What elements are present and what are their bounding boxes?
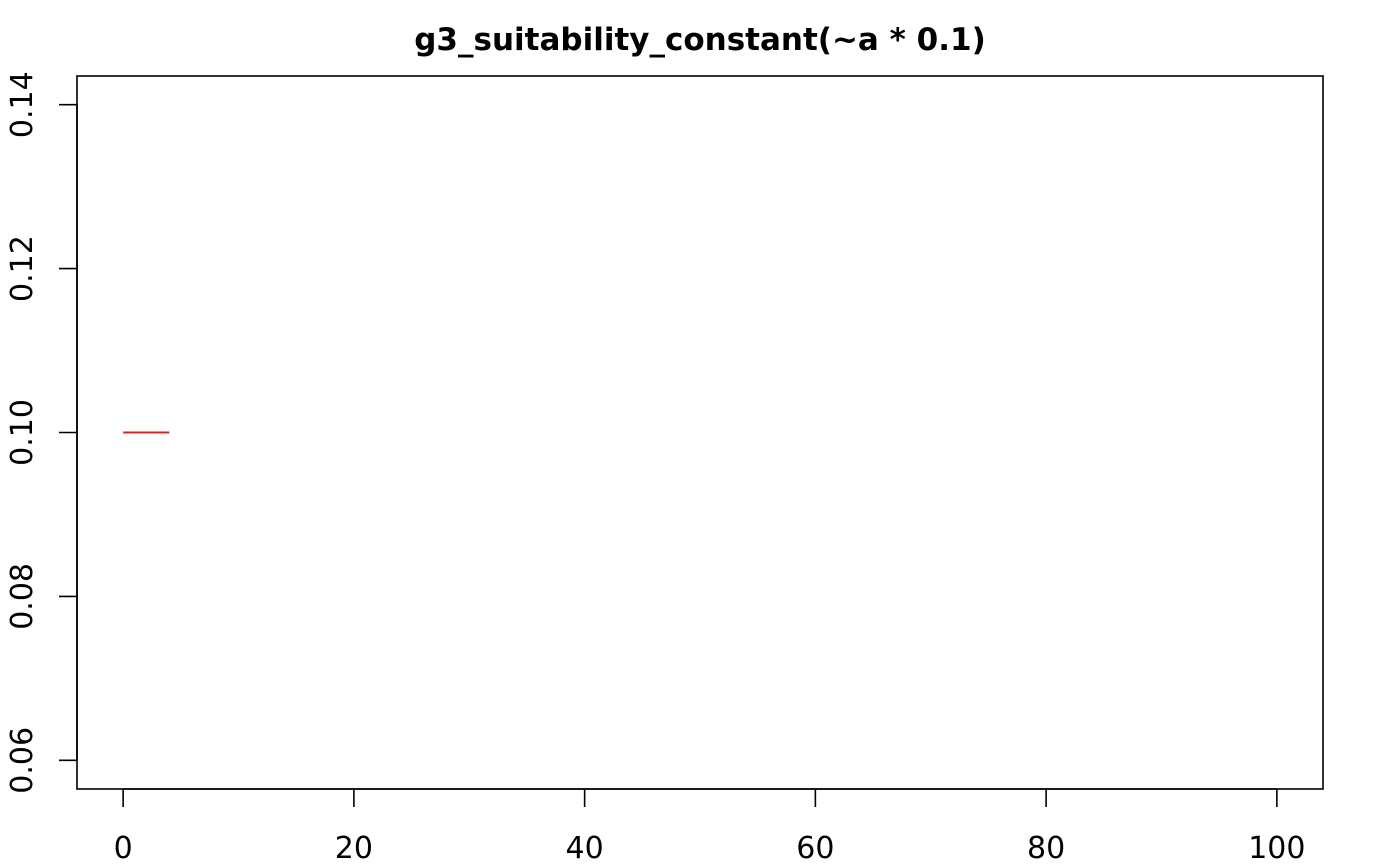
- chart-title: g3_suitability_constant(~a * 0.1): [414, 22, 986, 58]
- plot-box: [76, 75, 1324, 790]
- y-axis: 0.06 0.08 0.10 0.12 0.14: [5, 71, 78, 794]
- x-tick-label: 60: [796, 831, 834, 866]
- y-tick-label: 0.06: [5, 727, 40, 794]
- x-tick-label: 40: [566, 831, 604, 866]
- y-tick-label: 0.14: [5, 71, 40, 138]
- x-axis: 0 20 40 60 80 100: [114, 788, 1305, 866]
- y-tick-label: 0.08: [5, 563, 40, 630]
- y-tick-label: 0.10: [5, 399, 40, 466]
- x-tick-label: 0: [114, 831, 133, 866]
- x-tick-label: 20: [335, 831, 373, 866]
- x-tick-label: 100: [1248, 831, 1305, 866]
- x-tick-label: 80: [1027, 831, 1065, 866]
- y-tick-label: 0.12: [5, 235, 40, 302]
